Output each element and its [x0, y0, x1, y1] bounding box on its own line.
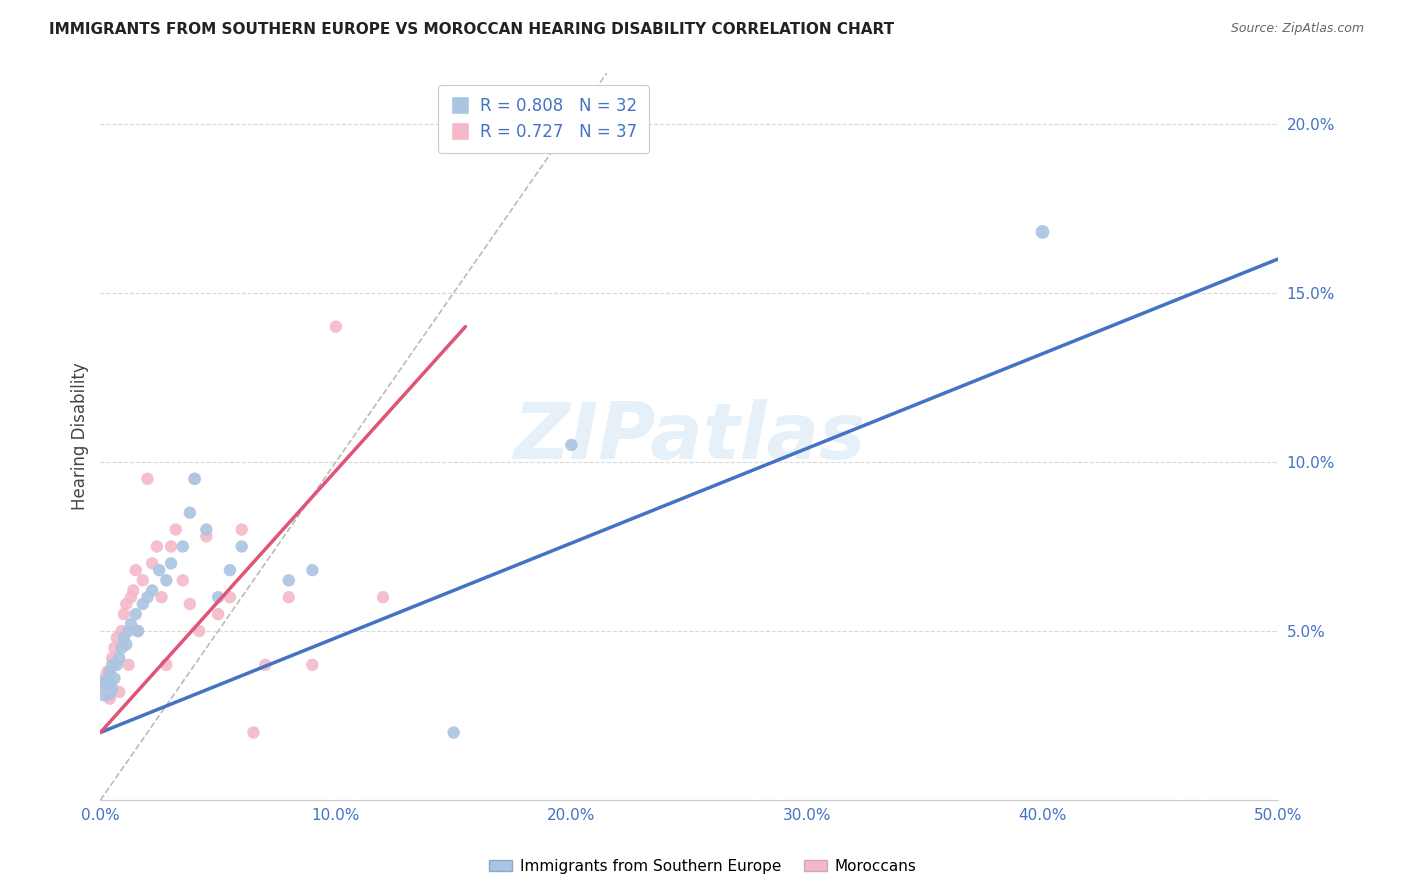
Point [231, 540, 253, 554]
Point [172, 574, 194, 588]
Point [105, 631, 128, 645]
Point [301, 563, 323, 577]
Point [112, 607, 135, 621]
Point [325, 319, 347, 334]
Point [179, 597, 201, 611]
Point [127, 624, 149, 638]
Point [146, 540, 169, 554]
Point [117, 624, 139, 638]
Point [207, 591, 229, 605]
Point [301, 657, 323, 672]
Point [122, 583, 145, 598]
Point [108, 651, 131, 665]
Point [443, 725, 465, 739]
Point [1031, 225, 1053, 239]
Point [277, 591, 299, 605]
Point [560, 438, 582, 452]
Point [105, 657, 128, 672]
Point [120, 591, 142, 605]
Point [101, 657, 124, 672]
Point [117, 657, 139, 672]
Legend: Immigrants from Southern Europe, Moroccans: Immigrants from Southern Europe, Morocca… [484, 853, 922, 880]
Y-axis label: Hearing Disability: Hearing Disability [72, 363, 89, 510]
Point [94, 674, 117, 689]
Point [188, 624, 211, 638]
Point [101, 651, 124, 665]
Text: Source: ZipAtlas.com: Source: ZipAtlas.com [1230, 22, 1364, 36]
Point [371, 591, 394, 605]
Point [96, 665, 118, 679]
Point [148, 563, 170, 577]
Point [110, 640, 132, 655]
Point [115, 638, 138, 652]
Point [103, 640, 125, 655]
Point [136, 591, 159, 605]
Point [127, 624, 149, 638]
Point [165, 523, 187, 537]
Point [98, 691, 121, 706]
Point [219, 591, 242, 605]
Point [160, 557, 183, 571]
Point [125, 607, 148, 621]
Point [96, 674, 118, 689]
Text: ZIPatlas: ZIPatlas [513, 399, 865, 475]
Point [125, 563, 148, 577]
Point [183, 472, 205, 486]
Point [94, 681, 117, 696]
Point [183, 472, 205, 486]
Point [219, 563, 242, 577]
Point [112, 631, 135, 645]
Point [141, 557, 163, 571]
Point [179, 506, 201, 520]
Point [160, 540, 183, 554]
Point [254, 657, 277, 672]
Point [136, 472, 159, 486]
Point [242, 725, 264, 739]
Point [277, 574, 299, 588]
Point [195, 523, 218, 537]
Point [115, 597, 138, 611]
Point [132, 597, 155, 611]
Point [172, 540, 194, 554]
Point [195, 529, 218, 543]
Point [132, 574, 155, 588]
Point [231, 523, 253, 537]
Point [141, 583, 163, 598]
Point [108, 685, 131, 699]
Point [150, 591, 173, 605]
Text: IMMIGRANTS FROM SOUTHERN EUROPE VS MOROCCAN HEARING DISABILITY CORRELATION CHART: IMMIGRANTS FROM SOUTHERN EUROPE VS MOROC… [49, 22, 894, 37]
Legend: R = 0.808   N = 32, R = 0.727   N = 37: R = 0.808 N = 32, R = 0.727 N = 37 [439, 85, 650, 153]
Point [155, 574, 177, 588]
Point [120, 617, 142, 632]
Point [207, 607, 229, 621]
Point [98, 665, 121, 679]
Point [103, 672, 125, 686]
Point [155, 657, 177, 672]
Point [110, 624, 132, 638]
